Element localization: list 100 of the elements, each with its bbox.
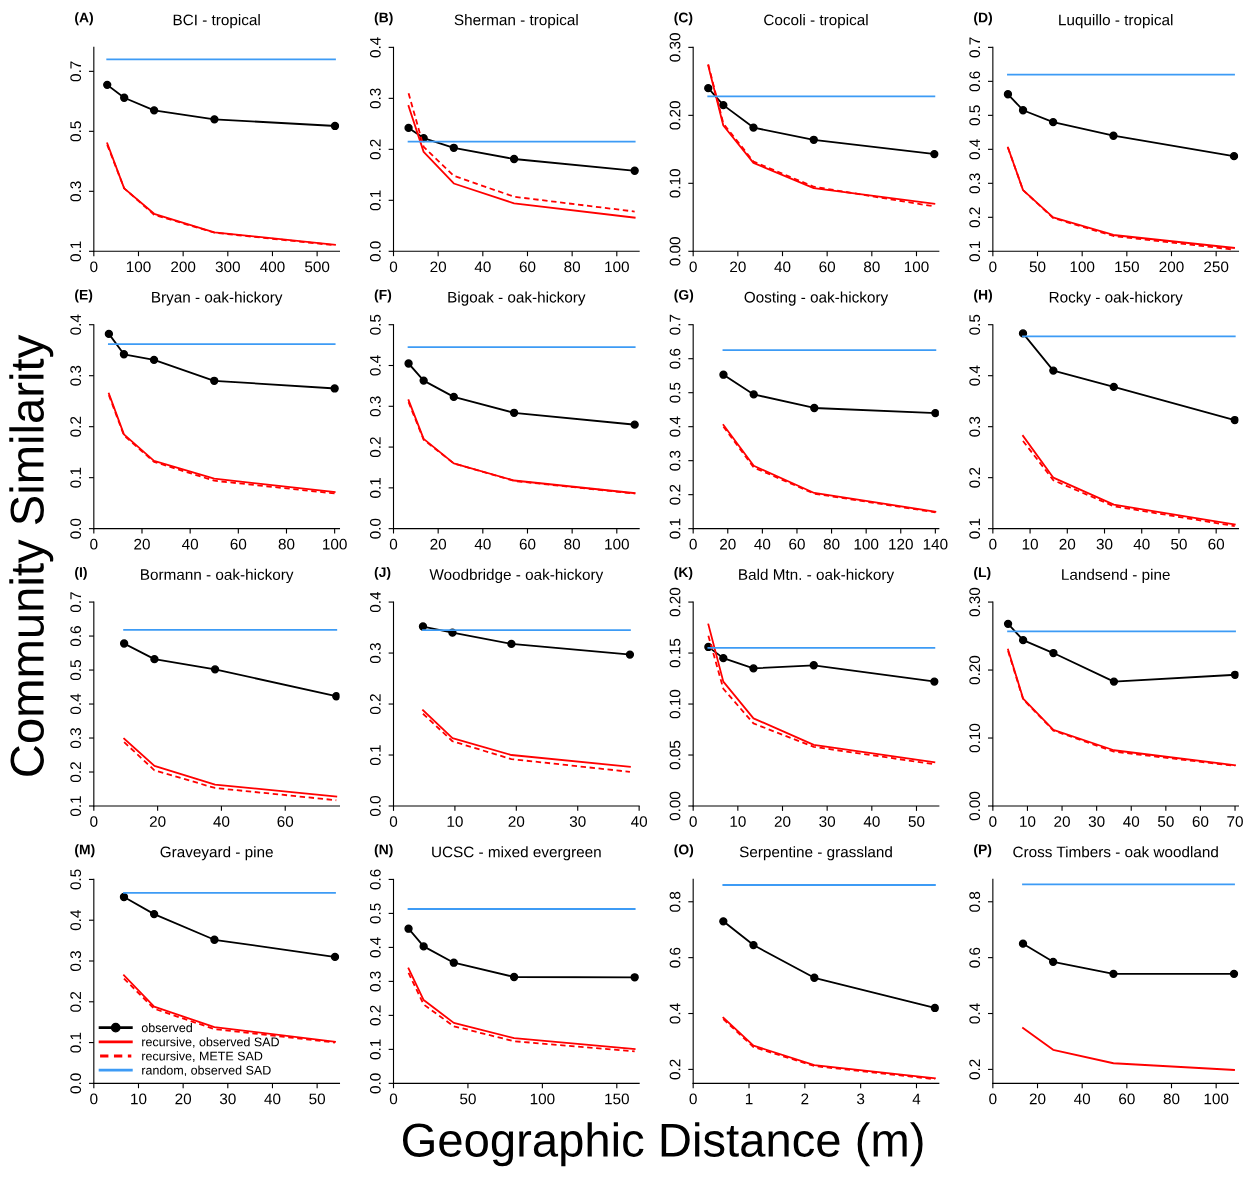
y-tick-label: 0.3 bbox=[70, 365, 82, 386]
text: (P) bbox=[974, 844, 992, 858]
point bbox=[103, 80, 112, 90]
chart-title: Bigoak - oak-hickory bbox=[448, 291, 586, 306]
point bbox=[210, 115, 219, 124]
x-tick-label: 20 bbox=[730, 261, 746, 273]
x-tick-label: 40 bbox=[774, 261, 791, 273]
y-tick-label: 0.2 bbox=[369, 139, 381, 160]
point bbox=[1003, 619, 1013, 628]
y-tick-label: 0.5 bbox=[969, 105, 981, 126]
x-tick-label: 20 bbox=[430, 538, 447, 550]
x-tick-label: 100 bbox=[854, 538, 879, 550]
y-tick-label: 0.1 bbox=[70, 796, 82, 817]
point bbox=[930, 677, 939, 686]
point bbox=[449, 143, 458, 152]
point bbox=[210, 376, 219, 385]
y-tick-label: 0.4 bbox=[70, 693, 82, 715]
point bbox=[749, 664, 758, 673]
y-tick-label: 0.1 bbox=[969, 241, 981, 262]
x-tick-label: 0 bbox=[989, 1093, 997, 1105]
point bbox=[104, 329, 114, 339]
point bbox=[630, 420, 639, 429]
point bbox=[1049, 366, 1058, 375]
text: (H) bbox=[974, 289, 992, 303]
chart-title: Luquillo - tropical bbox=[1059, 14, 1173, 29]
y-tick-label: 0.4 bbox=[969, 1003, 981, 1024]
point bbox=[1109, 131, 1118, 140]
y-tick-label: 0.1 bbox=[669, 518, 681, 539]
y-tick-label: 0.7 bbox=[669, 314, 681, 335]
point bbox=[330, 952, 340, 962]
y-tick-label: 0.00 bbox=[669, 791, 681, 821]
y-tick-label: 0.0 bbox=[369, 1073, 381, 1094]
y-tick-label: 0.3 bbox=[669, 450, 681, 471]
text: (J) bbox=[374, 566, 391, 580]
point bbox=[809, 661, 818, 670]
point bbox=[1230, 670, 1239, 679]
y-tick-label: 0.10 bbox=[669, 689, 681, 719]
point bbox=[930, 149, 939, 159]
y-tick-label: 0.4 bbox=[369, 591, 381, 613]
x-tick-label: 100 bbox=[530, 1093, 555, 1105]
y-tick-label: 0.5 bbox=[369, 903, 381, 924]
x-tick-label: 60 bbox=[1192, 816, 1209, 827]
y-tick-label: 0.3 bbox=[369, 971, 381, 992]
x-tick-label: 60 bbox=[1208, 538, 1225, 550]
chart-title: Cocoli - tropical bbox=[764, 14, 868, 29]
text: (M) bbox=[75, 844, 95, 858]
point bbox=[507, 639, 516, 649]
y-tick-label: 0.0 bbox=[369, 518, 381, 539]
point bbox=[1229, 151, 1239, 161]
x-tick-label: 0 bbox=[389, 816, 398, 827]
point bbox=[749, 940, 758, 950]
x-tick-label: 100 bbox=[904, 261, 929, 273]
point bbox=[704, 83, 713, 93]
chart-title: BCI - tropical bbox=[173, 14, 260, 29]
legend-label: recursive, METE SAD bbox=[142, 1051, 263, 1062]
text: (I) bbox=[75, 566, 87, 580]
point bbox=[749, 123, 758, 132]
y-tick-label: 0.4 bbox=[669, 1003, 681, 1024]
y-tick-label: 0.6 bbox=[669, 947, 681, 968]
point bbox=[719, 370, 728, 379]
x-tick-label: 40 bbox=[474, 538, 491, 550]
point bbox=[418, 622, 428, 631]
x-tick-label: 20 bbox=[508, 816, 525, 827]
x-tick-label: 4 bbox=[912, 1093, 921, 1105]
y-axis-title: Community Similarity bbox=[9, 334, 54, 776]
point bbox=[1049, 648, 1058, 658]
y-tick-label: 0.7 bbox=[969, 37, 981, 58]
point bbox=[810, 973, 819, 982]
chart-title: Rocky - oak-hickory bbox=[1049, 291, 1183, 306]
x-tick-label: 30 bbox=[569, 816, 586, 827]
y-tick-label: 0.4 bbox=[969, 139, 981, 160]
chart-title: Oosting - oak-hickory bbox=[744, 291, 889, 306]
point bbox=[719, 653, 728, 663]
x-tick-label: 40 bbox=[182, 538, 199, 550]
line-series bbox=[1022, 1027, 1235, 1071]
x-tick-label: 20 bbox=[1029, 1093, 1046, 1105]
text: (E) bbox=[75, 289, 93, 303]
y-tick-label: 0.2 bbox=[969, 467, 981, 488]
x-tick-label: 80 bbox=[564, 538, 581, 550]
point bbox=[625, 650, 635, 659]
chart-title: Bald Mtn. - oak-hickory bbox=[739, 568, 895, 584]
chart-title: Bryan - oak-hickory bbox=[152, 291, 283, 306]
y-tick-label: 0.30 bbox=[969, 587, 981, 617]
point bbox=[149, 355, 159, 365]
point bbox=[809, 135, 818, 144]
y-tick-label: 0.8 bbox=[669, 891, 681, 912]
chart-title: Cross Timbers - oak woodland bbox=[1013, 846, 1218, 858]
y-tick-label: 0.3 bbox=[70, 728, 82, 749]
y-tick-label: 0.7 bbox=[70, 592, 82, 613]
x-tick-label: 0 bbox=[689, 261, 697, 273]
x-tick-label: 0 bbox=[689, 1093, 697, 1105]
x-tick-label: 80 bbox=[863, 261, 880, 273]
point bbox=[149, 106, 159, 115]
x-tick-label: 50 bbox=[460, 1093, 476, 1105]
point bbox=[1109, 969, 1118, 979]
x-tick-label: 100 bbox=[323, 538, 347, 550]
point bbox=[1048, 957, 1058, 967]
x-tick-label: 80 bbox=[823, 538, 840, 550]
y-tick-label: 0.2 bbox=[969, 1059, 981, 1080]
y-tick-label: 0.1 bbox=[70, 241, 82, 262]
